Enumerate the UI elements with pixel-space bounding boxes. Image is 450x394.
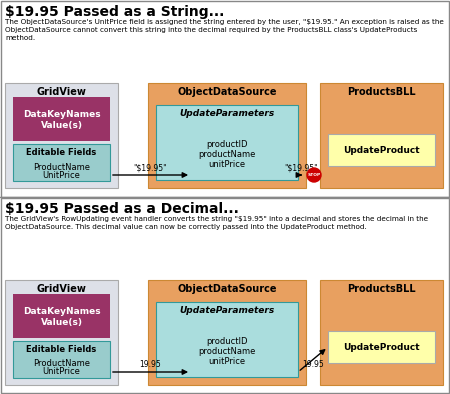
Text: ObjectDataSource cannot convert this string into the decimal required by the Pro: ObjectDataSource cannot convert this str…	[5, 27, 418, 33]
Text: UpdateParameters: UpdateParameters	[180, 109, 274, 118]
FancyBboxPatch shape	[13, 97, 110, 141]
FancyBboxPatch shape	[320, 83, 443, 188]
FancyBboxPatch shape	[328, 331, 435, 363]
FancyBboxPatch shape	[5, 280, 118, 385]
Text: productID: productID	[206, 336, 248, 346]
Text: ProductsBLL: ProductsBLL	[347, 87, 416, 97]
Text: $19.95 Passed as a Decimal...: $19.95 Passed as a Decimal...	[5, 202, 239, 216]
FancyBboxPatch shape	[156, 302, 298, 377]
Text: Editable Fields: Editable Fields	[27, 148, 97, 157]
Text: Value(s): Value(s)	[40, 318, 82, 327]
Text: Editable Fields: Editable Fields	[27, 345, 97, 354]
Text: UnitPrice: UnitPrice	[43, 171, 81, 180]
Text: ObjectDataSource: ObjectDataSource	[177, 87, 277, 97]
Text: UnitPrice: UnitPrice	[43, 368, 81, 377]
Text: productName: productName	[198, 346, 256, 355]
Text: ProductName: ProductName	[33, 162, 90, 171]
Text: The ObjectDataSource's UnitPrice field is assigned the string entered by the use: The ObjectDataSource's UnitPrice field i…	[5, 19, 444, 25]
FancyBboxPatch shape	[13, 294, 110, 338]
Text: $19.95 Passed as a String...: $19.95 Passed as a String...	[5, 5, 225, 19]
Text: "$19.95": "$19.95"	[134, 163, 167, 172]
Text: GridView: GridView	[36, 87, 86, 97]
Text: 19.95: 19.95	[302, 360, 324, 369]
Circle shape	[307, 168, 321, 182]
Text: GridView: GridView	[36, 284, 86, 294]
Text: Value(s): Value(s)	[40, 121, 82, 130]
Text: UpdateParameters: UpdateParameters	[180, 306, 274, 315]
Text: ObjectDataSource: ObjectDataSource	[177, 284, 277, 294]
Text: ObjectDataSource. This decimal value can now be correctly passed into the Update: ObjectDataSource. This decimal value can…	[5, 224, 367, 230]
Text: STOP: STOP	[307, 173, 320, 177]
Text: 19.95: 19.95	[140, 360, 162, 369]
Text: UpdateProduct: UpdateProduct	[343, 342, 420, 351]
Text: ProductsBLL: ProductsBLL	[347, 284, 416, 294]
FancyBboxPatch shape	[148, 280, 306, 385]
FancyBboxPatch shape	[320, 280, 443, 385]
Text: unitPrice: unitPrice	[208, 160, 246, 169]
Text: UpdateProduct: UpdateProduct	[343, 145, 420, 154]
FancyBboxPatch shape	[328, 134, 435, 166]
Text: ProductName: ProductName	[33, 359, 90, 368]
Text: unitPrice: unitPrice	[208, 357, 246, 366]
FancyBboxPatch shape	[156, 105, 298, 180]
Text: productName: productName	[198, 149, 256, 158]
Text: DataKeyNames: DataKeyNames	[22, 110, 100, 119]
FancyBboxPatch shape	[5, 83, 118, 188]
FancyBboxPatch shape	[148, 83, 306, 188]
FancyBboxPatch shape	[13, 144, 110, 181]
Text: The GridView's RowUpdating event handler converts the string "$19.95" into a dec: The GridView's RowUpdating event handler…	[5, 216, 428, 222]
Text: DataKeyNames: DataKeyNames	[22, 307, 100, 316]
Text: productID: productID	[206, 139, 248, 149]
Text: method.: method.	[5, 35, 35, 41]
Text: "$19.95": "$19.95"	[285, 163, 318, 172]
FancyBboxPatch shape	[13, 341, 110, 378]
